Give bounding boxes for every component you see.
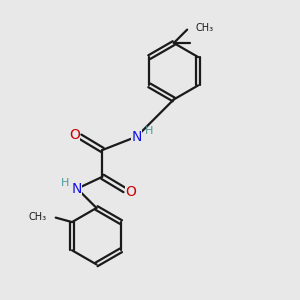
Text: H: H (61, 178, 69, 188)
Text: O: O (69, 128, 80, 142)
Text: CH₃: CH₃ (196, 23, 214, 33)
Text: CH₃: CH₃ (28, 212, 46, 222)
Text: H: H (145, 126, 153, 136)
Text: N: N (131, 130, 142, 144)
Text: O: O (125, 184, 136, 199)
Text: N: N (72, 182, 83, 196)
